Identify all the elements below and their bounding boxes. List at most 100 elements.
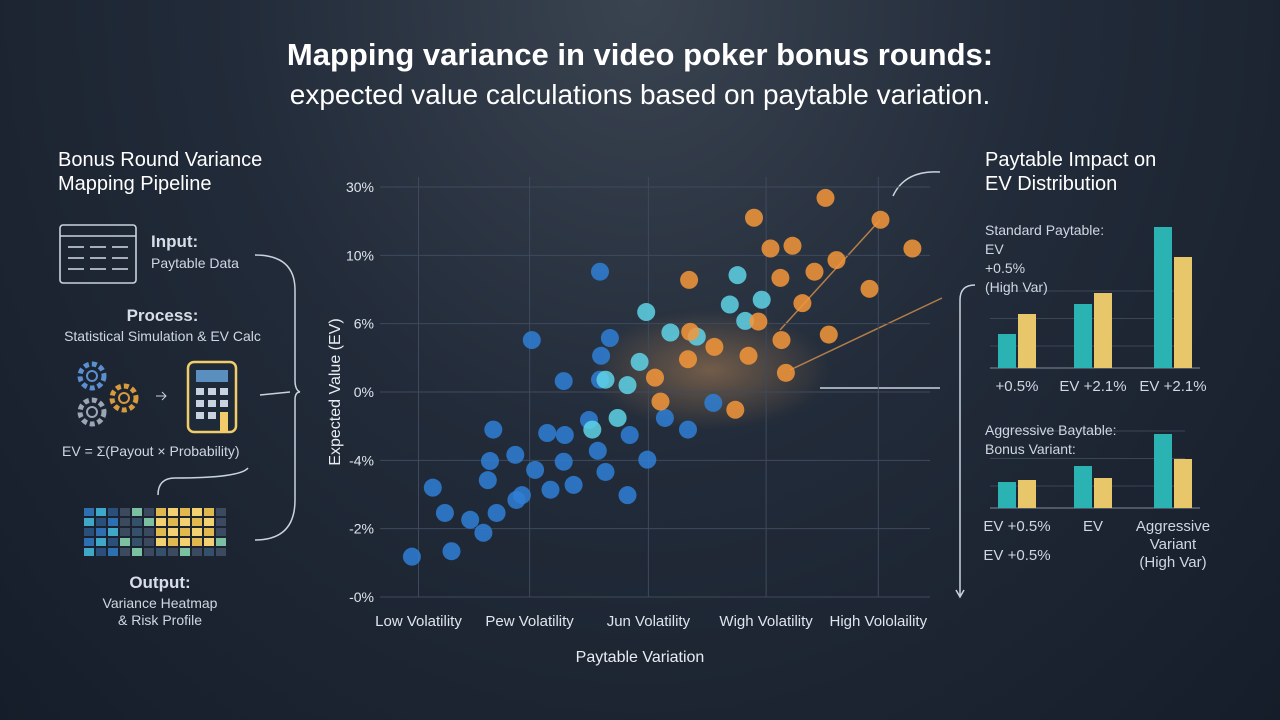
heat-cell [180,548,190,556]
y-tick-label: -4% [349,452,374,468]
heat-cell [204,518,214,526]
trend-lines [779,219,943,371]
x-tick-label: EV +0.5% [983,518,1051,535]
heat-cell [120,518,130,526]
bar [1174,459,1192,508]
heat-cell [168,508,178,516]
point [484,420,503,439]
heat-cell [84,538,94,546]
point [478,471,497,490]
point [816,188,835,207]
heat-cell [96,528,106,536]
point [487,503,506,522]
heat-cell [108,528,118,536]
y-tick-label: 10% [346,247,374,263]
point [442,542,461,561]
point [704,393,723,412]
heat-cell [192,528,202,536]
heat-cell [120,538,130,546]
point [651,392,670,411]
point [423,478,442,497]
heat-cell [168,548,178,556]
heat-cell [216,548,226,556]
x-tick-label: Wigh Volatility [719,613,813,630]
point [739,346,758,365]
x-tick-label: EV +2.1% [1059,378,1127,395]
heat-cell [168,528,178,536]
heat-cell [120,528,130,536]
point [860,279,879,298]
heat-cell [156,538,166,546]
heat-cell [108,548,118,556]
heat-cell [84,508,94,516]
heat-cell [96,548,106,556]
point [538,424,557,442]
heat-cell [132,528,142,536]
bar [1018,314,1036,368]
heat-cell [84,548,94,556]
bar [1094,478,1112,508]
annotation: EV [985,241,1004,257]
heat-cell [96,538,106,546]
heat-cell [168,538,178,546]
annotation: Aggressive Baytable: [985,422,1117,438]
x-axis-label: Paytable Variation [576,649,705,666]
x-tick-label: +0.5% [995,378,1039,395]
point [564,475,583,494]
point [506,445,525,464]
x-tick-label: EV [1082,518,1103,535]
heat-cell [96,518,106,526]
heat-cell [192,508,202,516]
point [680,270,699,289]
point [554,372,573,391]
point [745,208,763,227]
point [541,480,560,499]
heat-cell [192,538,202,546]
output-label: Output: [129,573,191,592]
heat-cell [156,508,166,516]
point [481,452,499,471]
calculator-icon [186,360,238,434]
point [600,329,619,348]
y-tick-label: 0% [354,384,374,400]
point [522,331,541,350]
point [618,486,637,505]
heat-cell [216,528,226,536]
heat-cell [132,508,142,516]
point [752,290,771,309]
point [474,523,493,542]
formula: EV = Σ(Payout × Probability) [62,443,240,459]
y-tick-label: -0% [349,589,374,605]
x-tick-label: Jun Volatility [607,613,691,630]
connectors [157,171,976,599]
point [461,510,480,529]
point [402,547,421,566]
heat-cell [156,518,166,526]
heat-cell [144,518,154,526]
annotation: Bonus Variant: [985,441,1076,457]
heat-cell [204,538,214,546]
heat-cell [108,538,118,546]
x-tick-label: Pew Volatility [485,613,574,630]
heat-cell [204,548,214,556]
heat-cell [132,538,142,546]
heat-cell [144,528,154,536]
heat-cell [168,518,178,526]
point [638,450,657,469]
point [583,420,602,439]
annotation: (High Var) [985,279,1048,295]
heat-cell [192,518,202,526]
point [749,312,768,331]
note: EV +0.5% [983,547,1051,564]
heat-cell [156,528,166,536]
heat-cell [216,518,226,526]
point [554,452,573,471]
point [596,462,615,481]
point [592,346,611,365]
heat-cell [180,508,190,516]
heat-cell [132,548,142,556]
point [726,400,745,419]
impact-title: Paytable Impact on EV Distribution [985,149,1157,195]
point [618,376,637,395]
